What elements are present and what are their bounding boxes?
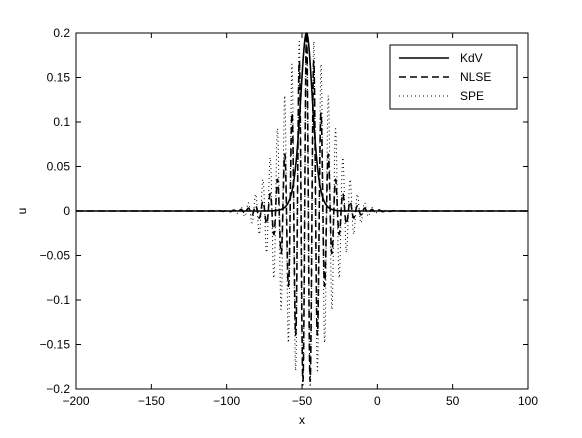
legend-label-nlse: NLSE (460, 70, 491, 84)
x-axis-label: x (299, 413, 305, 427)
series-line-nlse (75, 32, 529, 383)
x-tick-label: −200 (62, 394, 89, 408)
ticks-layer: −200 −150 −100 −50 0 50 100 −0.2 −0.15 −0.1 −0.05 0… (40, 26, 539, 408)
legend-label-spe: SPE (460, 89, 484, 103)
y-tick-label: 0.1 (53, 115, 70, 129)
y-tick-label: −0.05 (40, 249, 71, 263)
series-layer (75, 32, 529, 388)
x-tick-label: −50 (292, 394, 313, 408)
y-tick-label: 0.2 (53, 26, 70, 40)
y-tick-label: −0.15 (40, 338, 71, 352)
x-tick-label: 0 (374, 394, 381, 408)
y-tick-label: −0.2 (46, 382, 70, 396)
y-tick-label: −0.1 (46, 293, 70, 307)
x-tick-label: −100 (213, 394, 240, 408)
y-tick-label: 0.15 (47, 71, 71, 85)
x-tick-label: −150 (138, 394, 165, 408)
y-tick-label: 0 (63, 204, 70, 218)
series-line-kdv (75, 32, 529, 212)
x-tick-label: 100 (518, 394, 538, 408)
x-tick-label: 50 (446, 394, 460, 408)
legend-label-kdv: KdV (460, 51, 483, 65)
legend: KdV NLSE SPE (389, 44, 518, 110)
y-tick-label: 0.05 (47, 160, 71, 174)
legend-box (389, 44, 518, 110)
y-axis-label: u (15, 208, 29, 215)
